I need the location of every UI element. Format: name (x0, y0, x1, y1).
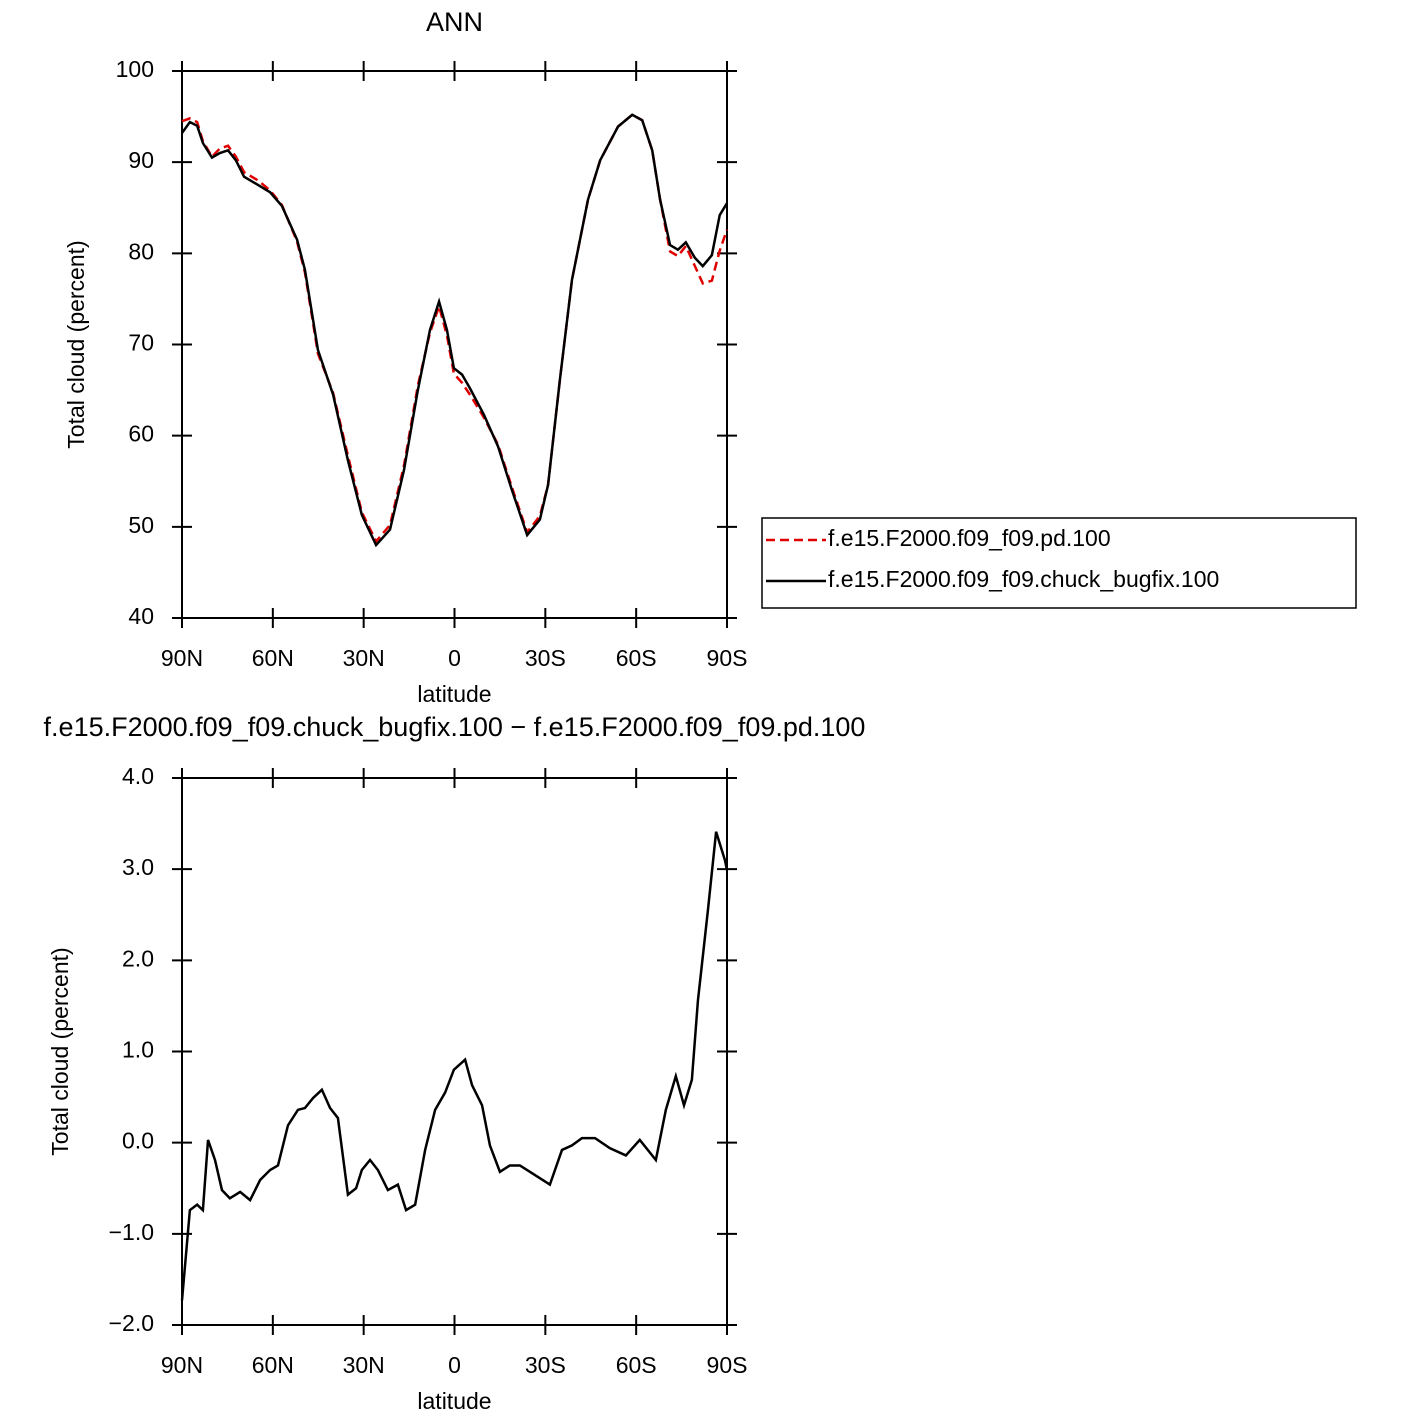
y-axis-label: Total cloud (percent) (63, 240, 89, 448)
y-tick-label: 90 (128, 147, 154, 173)
y-tick-label: 80 (128, 238, 154, 264)
x-tick-label: 30N (343, 645, 385, 671)
y-tick-label: 60 (128, 421, 154, 447)
x-axis-label: latitude (417, 681, 491, 707)
y-tick-label: 3.0 (122, 854, 154, 880)
x-tick-label: 90N (161, 645, 203, 671)
data-line (180, 831, 729, 1301)
y-tick-label: 0.0 (122, 1128, 154, 1154)
y-tick-label: 70 (128, 330, 154, 356)
chart-title: ANN (426, 7, 483, 37)
x-tick-label: 30S (525, 645, 566, 671)
x-tick-label: 0 (448, 645, 461, 671)
y-tick-label: 2.0 (122, 945, 154, 971)
x-tick-label: 60S (616, 1352, 657, 1378)
y-tick-label: 50 (128, 512, 154, 538)
x-tick-label: 0 (448, 1352, 461, 1378)
x-tick-label: 30S (525, 1352, 566, 1378)
x-axis-label: latitude (417, 1388, 491, 1414)
y-tick-label: 100 (116, 56, 154, 82)
data-line (180, 113, 729, 548)
x-tick-label: 30N (343, 1352, 385, 1378)
y-tick-label: −1.0 (109, 1219, 154, 1245)
chart-title: f.e15.F2000.f09_f09.chuck_bugfix.100 − f… (44, 712, 866, 742)
legend-box (761, 517, 1357, 609)
y-axis-label: Total cloud (percent) (47, 947, 73, 1155)
x-tick-label: 90S (707, 1352, 748, 1378)
plot-frame (181, 70, 728, 619)
y-tick-label: 4.0 (122, 763, 154, 789)
y-tick-label: 1.0 (122, 1037, 154, 1063)
plot-frame (181, 777, 728, 1326)
x-tick-label: 90S (707, 645, 748, 671)
x-tick-label: 60N (252, 1352, 294, 1378)
legend-label: f.e15.F2000.f09_f09.chuck_bugfix.100 (828, 566, 1219, 592)
y-tick-label: −2.0 (109, 1310, 154, 1336)
x-tick-label: 60N (252, 645, 294, 671)
y-tick-label: 40 (128, 603, 154, 629)
x-tick-label: 60S (616, 645, 657, 671)
x-tick-label: 90N (161, 1352, 203, 1378)
data-line (181, 113, 729, 544)
legend-label: f.e15.F2000.f09_f09.pd.100 (828, 525, 1111, 551)
